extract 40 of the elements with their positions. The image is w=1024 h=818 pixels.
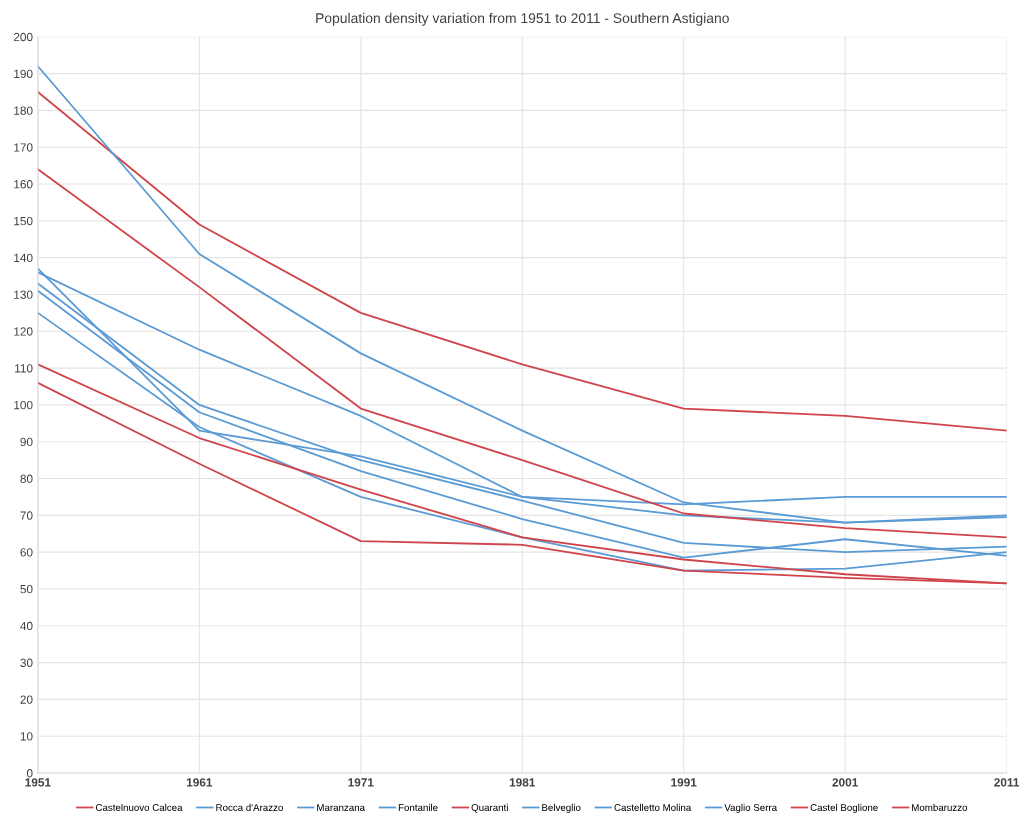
y-tick-label: 80 — [20, 474, 33, 483]
y-tick-label: 140 — [14, 253, 33, 263]
legend-label: Castelletto Molina — [614, 803, 692, 811]
y-tick-label: 120 — [14, 327, 33, 336]
y-tick-label: 160 — [14, 180, 33, 189]
y-tick-label: 0 — [26, 769, 33, 778]
y-tick-label: 90 — [20, 437, 33, 447]
x-tick-label: 1981 — [509, 778, 536, 787]
y-tick-label: 130 — [14, 290, 33, 299]
y-tick-label: 10 — [20, 732, 33, 741]
y-tick-label: 200 — [13, 32, 33, 42]
legend-label: Vaglio Serra — [724, 803, 778, 813]
legend-label: Fontanile — [398, 803, 438, 811]
y-tick-label: 190 — [14, 69, 33, 79]
chart-title: Population density variation from 1951 to 2011 - Southern Astigiano — [316, 12, 729, 26]
y-tick-label: 30 — [20, 658, 33, 667]
legend-label: Quaranti — [471, 803, 508, 813]
y-tick-label: 110 — [15, 364, 33, 373]
legend-label: Maranzana — [317, 804, 366, 811]
legend-label: Belveglio — [542, 803, 581, 813]
legend-label: Castel Boglione — [810, 803, 878, 813]
legend-label: Rocca d'Arazzo — [216, 803, 283, 811]
y-tick-label: 20 — [20, 695, 33, 704]
line-series — [37, 91, 1007, 432]
legend-label: Castelnuovo Calcea — [95, 803, 183, 811]
y-tick-label: 150 — [14, 216, 33, 226]
x-tick-label: 1971 — [348, 778, 374, 787]
x-tick-label: 1951 — [25, 778, 51, 787]
legend-label: Mombaruzzo — [912, 803, 968, 811]
x-tick-label: 2001 — [832, 778, 858, 787]
x-tick-label: 1991 — [671, 778, 697, 787]
x-tick-label: 1961 — [186, 778, 213, 787]
y-tick-label: 70 — [20, 511, 33, 520]
x-tick-label: 2011 — [994, 778, 1020, 787]
y-tick-label: 40 — [20, 621, 33, 631]
y-tick-label: 180 — [14, 106, 33, 115]
y-tick-label: 50 — [20, 584, 33, 594]
y-tick-label: 100 — [14, 400, 33, 410]
y-tick-label: 60 — [20, 548, 33, 557]
y-tick-label: 170 — [14, 143, 33, 152]
